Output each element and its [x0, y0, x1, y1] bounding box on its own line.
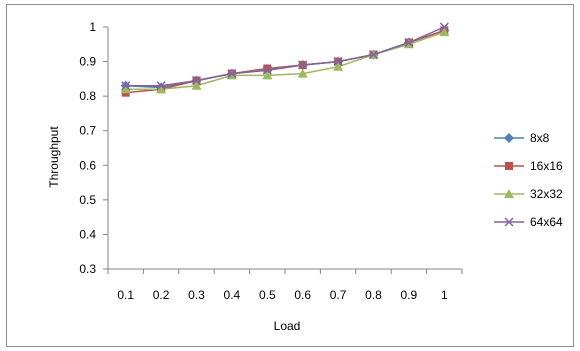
data-point — [121, 81, 131, 91]
x-tick-label: 0.1 — [117, 288, 134, 302]
legend: 8x8 16x16 32x32 64x64 — [494, 131, 563, 229]
legend-label: 32x32 — [530, 187, 563, 201]
y-tick-label: 0.3 — [79, 262, 96, 276]
x-tick-label: 0.8 — [365, 288, 382, 302]
data-point — [333, 61, 344, 71]
legend-item: 32x32 — [494, 187, 563, 201]
x-tick-labels: 0.1 0.2 0.3 0.4 0.5 0.6 0.7 0.8 0.9 1 — [117, 288, 448, 302]
data-point — [262, 70, 273, 80]
legend-marker — [504, 189, 514, 198]
y-tick-label: 0.9 — [79, 55, 96, 69]
chart-frame — [6, 4, 574, 347]
x-tick-label: 1 — [441, 288, 448, 302]
x-tick-label: 0.9 — [401, 288, 418, 302]
legend-label: 16x16 — [530, 159, 563, 173]
data-point — [156, 81, 166, 91]
x-tick-label: 0.2 — [153, 288, 170, 302]
series-line — [125, 31, 445, 90]
legend-item: 64x64 — [494, 215, 563, 229]
data-point — [297, 68, 308, 78]
axes — [103, 26, 463, 274]
data-point — [439, 22, 449, 32]
legend-marker — [504, 217, 514, 227]
series-group — [120, 22, 450, 97]
data-point — [333, 57, 343, 67]
legend-item: 8x8 — [494, 131, 550, 145]
x-tick-label: 0.3 — [188, 288, 205, 302]
y-axis-title: Throughput — [47, 126, 61, 188]
data-point — [227, 69, 237, 79]
data-point — [191, 80, 202, 90]
data-point — [368, 50, 379, 60]
legend-marker — [504, 133, 514, 143]
y-tick-label: 0.7 — [79, 124, 96, 138]
x-tick-label: 0.4 — [224, 288, 241, 302]
legend-marker — [505, 162, 513, 170]
data-point — [439, 27, 450, 37]
x-tick-label: 0.5 — [259, 288, 276, 302]
data-point — [298, 60, 308, 70]
data-point — [262, 65, 272, 75]
data-point — [120, 84, 131, 94]
series-16x16 — [121, 26, 449, 97]
series-line — [125, 26, 445, 87]
series-8x8 — [120, 25, 450, 93]
x-tick-label: 0.6 — [294, 288, 311, 302]
data-point — [191, 76, 202, 86]
y-tick-label: 0.6 — [79, 158, 96, 172]
data-point — [263, 64, 272, 73]
data-point — [404, 38, 414, 48]
series-32x32 — [120, 27, 450, 94]
y-tick-label: 1 — [89, 20, 96, 34]
y-tick-label: 0.8 — [79, 89, 96, 103]
legend-label: 8x8 — [530, 131, 550, 145]
legend-item: 16x16 — [494, 159, 563, 173]
data-point — [156, 84, 167, 94]
legend-label: 64x64 — [530, 215, 563, 229]
series-64x64 — [121, 22, 449, 91]
y-tick-label: 0.4 — [79, 227, 96, 241]
x-tick-label: 0.7 — [330, 288, 347, 302]
series-line — [125, 29, 445, 89]
y-tick-labels: 0.3 0.4 0.5 0.6 0.7 0.8 0.9 1 — [79, 20, 96, 276]
x-axis-title: Load — [274, 319, 301, 333]
y-tick-label: 0.5 — [79, 193, 96, 207]
